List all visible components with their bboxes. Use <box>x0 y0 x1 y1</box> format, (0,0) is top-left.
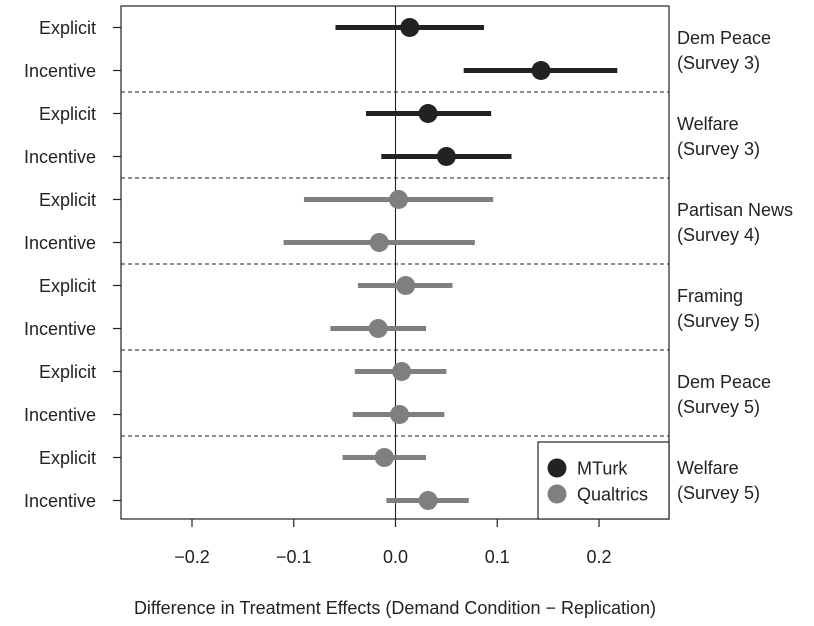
y-tick-label: Explicit <box>39 448 96 468</box>
legend: MTurk Qualtrics <box>537 441 670 520</box>
x-tick-label: 0.1 <box>485 547 510 567</box>
legend-box <box>537 441 670 520</box>
x-tick-label: 0.0 <box>383 547 408 567</box>
point-estimate <box>396 276 416 295</box>
y-tick-label: Incentive <box>24 319 96 339</box>
legend-swatch <box>547 484 567 504</box>
group-label-title: Dem Peace <box>677 28 771 48</box>
y-tick-label: Incentive <box>24 491 96 511</box>
x-tick-label: 0.2 <box>586 547 611 567</box>
legend-label: MTurk <box>577 459 628 479</box>
point-estimate <box>374 448 394 467</box>
y-tick-label: Explicit <box>39 276 96 296</box>
y-tick-label: Explicit <box>39 362 96 382</box>
y-axis: Explicit Incentive Explicit Incentive Explic… <box>24 18 121 511</box>
y-tick-label: Incentive <box>24 147 96 167</box>
x-axis: −0.2 −0.1 0.0 0.1 0.2 <box>174 519 612 567</box>
group-label-title: Partisan News <box>677 200 793 220</box>
group-label-title: Dem Peace <box>677 372 771 392</box>
point-estimate <box>418 104 438 123</box>
x-axis-title: Difference in Treatment Effects (Demand … <box>134 598 656 618</box>
y-tick-label: Incentive <box>24 233 96 253</box>
point-estimate <box>368 319 388 338</box>
y-tick-label: Explicit <box>39 18 96 38</box>
y-tick-label: Incentive <box>24 61 96 81</box>
point-estimate <box>436 147 456 166</box>
group-label-title: Framing <box>677 286 743 306</box>
y-tick-label: Explicit <box>39 104 96 124</box>
group-label-survey: (Survey 5) <box>677 311 760 331</box>
point-estimate <box>392 362 412 381</box>
point-estimate <box>531 61 551 80</box>
group-label-survey: (Survey 3) <box>677 53 760 73</box>
x-tick-label: −0.1 <box>276 547 312 567</box>
point-estimate <box>390 405 410 424</box>
y-tick-label: Explicit <box>39 190 96 210</box>
x-tick-label: −0.2 <box>174 547 210 567</box>
point-estimate <box>400 18 420 37</box>
point-estimate <box>418 491 438 510</box>
group-label-title: Welfare <box>677 114 739 134</box>
group-labels: Dem Peace (Survey 3) Welfare (Survey 3) Part… <box>677 28 793 503</box>
point-estimate <box>369 233 389 252</box>
chart-marks <box>283 18 618 510</box>
group-label-survey: (Survey 3) <box>677 139 760 159</box>
group-label-survey: (Survey 5) <box>677 483 760 503</box>
group-label-survey: (Survey 5) <box>677 397 760 417</box>
point-estimate <box>389 190 409 209</box>
legend-label: Qualtrics <box>577 485 648 505</box>
group-label-title: Welfare <box>677 458 739 478</box>
group-label-survey: (Survey 4) <box>677 225 760 245</box>
legend-swatch <box>547 458 567 478</box>
y-tick-label: Incentive <box>24 405 96 425</box>
